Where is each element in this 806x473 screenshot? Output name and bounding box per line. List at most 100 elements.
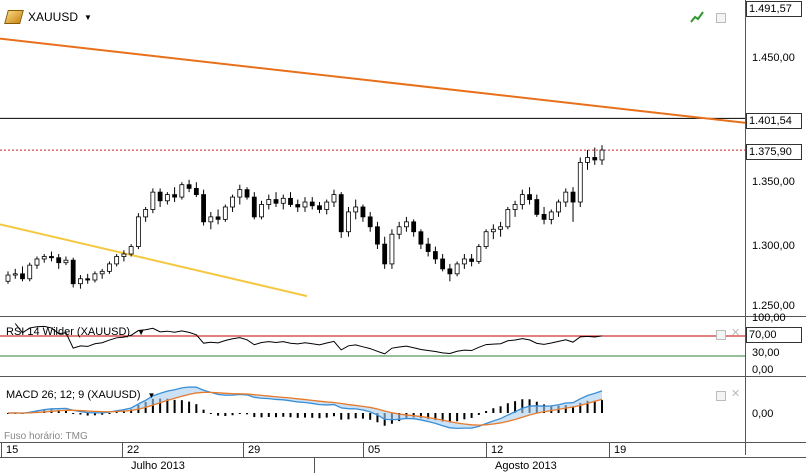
candle-body (447, 268, 453, 275)
macd-histogram-bar (64, 410, 67, 413)
rsi-line (14, 323, 603, 355)
macd-histogram-bar (209, 412, 212, 414)
macd-label[interactable]: MACD 26; 12; 9 (XAUUSD) ▼ (6, 389, 155, 401)
candle-body (563, 191, 569, 203)
candle-body (41, 256, 47, 260)
maximize-icon[interactable] (716, 13, 726, 23)
macd-histogram-bar (514, 401, 517, 413)
macd-histogram-bar (354, 413, 357, 419)
macd-histogram-bar (485, 411, 488, 413)
candle-body (179, 184, 185, 198)
candle-body (548, 211, 554, 220)
candle-body (150, 191, 156, 210)
macd-histogram-bar (586, 400, 589, 413)
rsi-close-icon[interactable]: ✕ (731, 327, 741, 339)
candle-body (78, 278, 83, 285)
candle-body (483, 231, 489, 247)
candle-body (70, 259, 76, 285)
rsi-label[interactable]: RSI 14 Wilder (XAUUSD) ▼ (6, 326, 145, 338)
macd-histogram-bar (369, 413, 372, 420)
price-level-box: 1.401,54 (746, 113, 802, 129)
candle-body (469, 258, 475, 262)
candle-body (85, 278, 91, 281)
symbol-menu-arrow[interactable]: ▼ (84, 12, 92, 22)
pane-separator[interactable] (0, 316, 806, 317)
macd-histogram-bar (477, 413, 480, 415)
pane-separator[interactable] (0, 376, 806, 377)
candle-body (27, 264, 33, 280)
symbol-header[interactable]: XAUUSD ▼ (4, 10, 92, 24)
macd-close-icon[interactable]: ✕ (731, 388, 741, 400)
date-label: 05 (368, 444, 381, 456)
candle-body (404, 221, 409, 228)
trendline-orange (0, 37, 745, 124)
macd-histogram-bar (304, 413, 306, 418)
macd-histogram-bar (260, 413, 263, 418)
chart-trend-icon[interactable] (690, 10, 704, 24)
candle-body (411, 221, 417, 233)
trendline-yellow (0, 223, 308, 298)
macd-menu-arrow[interactable]: ▼ (147, 391, 156, 400)
candle-body (121, 253, 127, 257)
macd-histogram-bar (151, 398, 154, 413)
candle-body (222, 206, 228, 220)
macd-histogram-bar (347, 413, 350, 420)
candle-body (505, 209, 511, 228)
date-label: 15 (6, 444, 19, 456)
macd-histogram-bar (159, 398, 162, 413)
candle-body (418, 231, 424, 245)
date-label: 12 (491, 444, 504, 456)
macd-histogram-bar (340, 413, 343, 420)
candle-body (172, 194, 178, 198)
candle-body (201, 194, 206, 223)
macd-histogram-bar (289, 413, 292, 418)
macd-histogram-bar (253, 413, 256, 418)
macd-histogram-bar (506, 403, 509, 413)
candle-body (556, 201, 561, 213)
candle-body (534, 199, 540, 215)
macd-histogram-bar (166, 398, 169, 413)
macd-histogram-bar (499, 406, 502, 413)
macd-histogram-bar (427, 413, 430, 420)
candle-body (382, 243, 388, 265)
current-price-box: 1.375,90 (746, 144, 802, 160)
candle-body (157, 191, 163, 202)
month-tick (314, 457, 315, 473)
macd-histogram-bar (579, 402, 582, 413)
date-label: 22 (127, 444, 140, 456)
price-axis-label: 1.300,00 (752, 240, 795, 252)
macd-histogram-bar (72, 413, 75, 414)
candle-body (519, 194, 525, 205)
macd-histogram-bar (275, 413, 278, 418)
macd-histogram-bar (195, 404, 198, 413)
candle-body (338, 194, 344, 233)
macd-histogram-bar (101, 413, 104, 415)
rsi-menu-arrow[interactable]: ▼ (137, 328, 146, 337)
rsi-maximize-icon[interactable] (716, 330, 726, 340)
candle-body (20, 273, 25, 280)
macd-histogram-bar (246, 413, 249, 415)
time-axis-mid (0, 457, 806, 458)
candle-body (375, 226, 380, 245)
macd-histogram-bar (296, 413, 299, 418)
macd-histogram-bar (282, 413, 285, 417)
candle-body (251, 196, 257, 218)
candle-body (12, 273, 18, 276)
macd-maximize-icon[interactable] (716, 391, 726, 401)
candle-body (353, 206, 359, 213)
macd-histogram-bar (593, 400, 596, 413)
candle-body (280, 197, 286, 204)
candle-body (56, 257, 62, 264)
macd-histogram-bar (115, 411, 118, 413)
rsi-axis-label: 30,00 (752, 347, 780, 359)
macd-histogram-bar (521, 399, 524, 413)
rsi-pane[interactable] (0, 318, 745, 376)
macd-histogram-bar (361, 413, 364, 419)
macd-histogram-bar (318, 413, 321, 419)
macd-fill (8, 387, 602, 429)
macd-histogram-bar (202, 409, 205, 413)
candle-body (476, 246, 482, 262)
candle-body (309, 201, 315, 207)
timezone-label: Fuso horário: TMG (4, 431, 88, 442)
macd-histogram-bar (601, 400, 603, 413)
